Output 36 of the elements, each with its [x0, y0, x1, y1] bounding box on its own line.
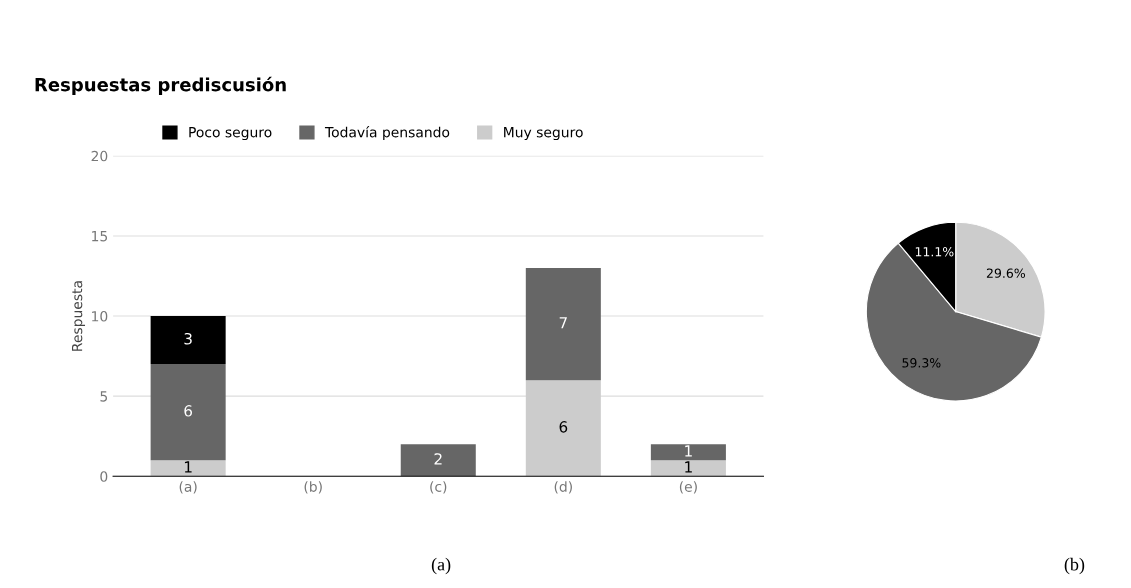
y-tick-label: 10 — [92, 311, 108, 322]
data-label: 1 — [685, 445, 692, 457]
data-label: 6 — [559, 421, 568, 433]
bar — [150, 364, 226, 461]
data-label: 7 — [559, 317, 567, 329]
data-label: 2 — [434, 453, 442, 465]
data-label: 59.3% — [902, 358, 941, 368]
data-label: 6 — [184, 405, 193, 417]
data-label: 3 — [184, 332, 192, 345]
y-tick-label: 5 — [100, 391, 108, 402]
y-tick-label: 20 — [91, 150, 108, 162]
data-label: 1 — [184, 461, 192, 473]
chart-title: Respuestas prediscusión — [35, 76, 286, 95]
data-label: 29.6% — [986, 268, 1026, 278]
y-tick-label: 0 — [100, 471, 108, 482]
bar — [525, 380, 601, 477]
legend-label: Todavía pensando — [324, 126, 450, 141]
bar — [400, 444, 476, 477]
legend-label: Poco seguro — [189, 127, 272, 141]
y-axis-title: Respuesta — [72, 281, 86, 351]
x-tick-label: (c) — [430, 481, 447, 494]
text: (a) — [431, 557, 451, 575]
bar — [650, 444, 726, 461]
data-label: 1 — [685, 461, 692, 473]
data-label: 11.1% — [915, 247, 954, 257]
bar — [650, 460, 726, 477]
bar — [525, 267, 601, 381]
text: (b) — [1064, 557, 1085, 575]
x-tick-label: (b) — [304, 481, 322, 494]
bar — [150, 316, 226, 365]
x-tick-label: (d) — [554, 481, 572, 494]
x-tick-label: (e) — [679, 481, 697, 494]
bar — [150, 460, 226, 477]
legend-label: Muy seguro — [504, 127, 583, 141]
y-tick-label: 15 — [92, 231, 108, 242]
x-tick-label: (a) — [179, 481, 197, 494]
